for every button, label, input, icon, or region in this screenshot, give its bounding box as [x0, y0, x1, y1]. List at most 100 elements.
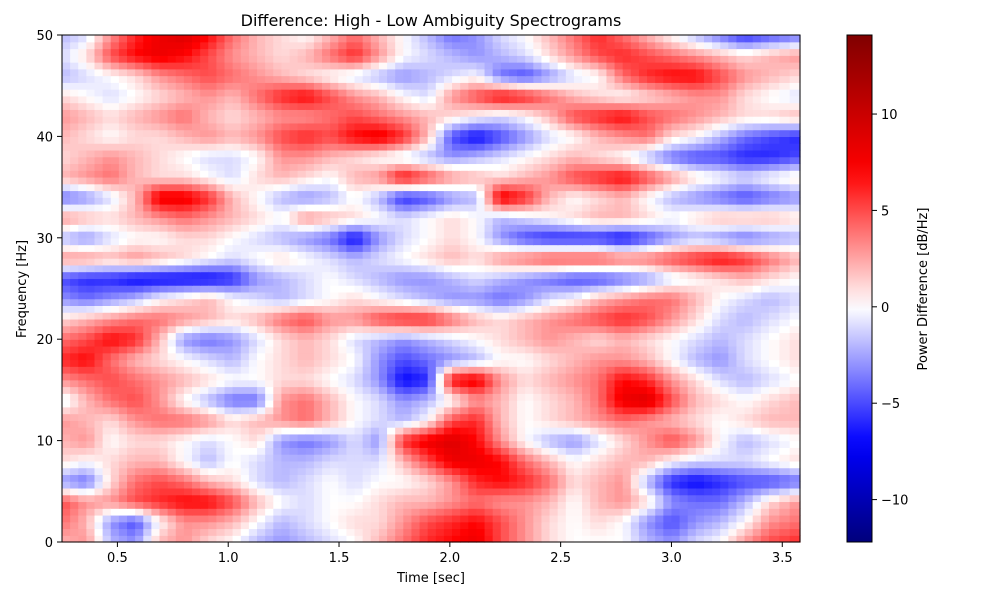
heatmap-cell: [517, 251, 526, 259]
heatmap-cell: [313, 379, 323, 388]
heatmap-cell: [435, 271, 445, 279]
heatmap-cell: [712, 352, 721, 361]
heatmap-cell: [752, 494, 762, 503]
heatmap-cell: [313, 197, 323, 205]
heatmap-cell: [630, 285, 640, 293]
heatmap-cell: [541, 359, 551, 367]
heatmap-cell: [703, 325, 713, 334]
heatmap-cell: [736, 237, 746, 246]
heatmap-cell: [378, 190, 388, 198]
heatmap-cell: [143, 210, 152, 219]
heatmap-cell: [289, 291, 299, 300]
heatmap-cell: [647, 386, 656, 394]
heatmap-cell: [768, 298, 780, 306]
heatmap-cell: [500, 454, 510, 462]
heatmap-cell: [208, 258, 217, 266]
heatmap-cell: [265, 271, 274, 279]
heatmap-cell: [549, 352, 559, 361]
heatmap-cell: [387, 224, 396, 232]
heatmap-cell: [541, 190, 551, 198]
heatmap-cell: [200, 325, 209, 334]
heatmap-cell: [557, 460, 567, 469]
heatmap-cell: [411, 494, 421, 503]
heatmap-cell: [460, 406, 469, 415]
heatmap-cell: [630, 433, 640, 442]
heatmap-cell: [322, 339, 331, 347]
heatmap-cell: [395, 521, 404, 530]
heatmap-cell: [476, 176, 486, 185]
heatmap-cell: [582, 345, 591, 354]
heatmap-cell: [305, 332, 315, 340]
heatmap-cell: [720, 528, 729, 536]
heatmap-cell: [62, 231, 71, 239]
heatmap-cell: [313, 339, 323, 347]
heatmap-cell: [86, 237, 96, 246]
heatmap-cell: [322, 521, 331, 530]
heatmap-cell: [224, 454, 234, 462]
heatmap-cell: [370, 332, 380, 340]
heatmap-cell: [273, 339, 283, 347]
heatmap-cell: [679, 183, 689, 192]
heatmap-cell: [208, 467, 217, 475]
heatmap-cell: [240, 345, 250, 354]
heatmap-cell: [427, 285, 437, 293]
heatmap-cell: [508, 278, 518, 286]
heatmap-cell: [752, 359, 762, 367]
heatmap-cell: [492, 224, 502, 232]
heatmap-cell: [695, 312, 705, 320]
heatmap-cell: [720, 217, 729, 225]
heatmap-cell: [549, 467, 559, 475]
heatmap-cell: [94, 454, 104, 462]
heatmap-cell: [411, 460, 421, 469]
heatmap-cell: [638, 508, 648, 516]
heatmap-cell: [452, 433, 461, 442]
heatmap-cell: [468, 210, 478, 219]
heatmap-cell: [289, 258, 299, 266]
heatmap-cell: [167, 467, 177, 475]
heatmap-cell: [313, 433, 323, 442]
heatmap-cell: [517, 386, 526, 394]
heatmap-cell: [435, 190, 445, 198]
heatmap-cell: [265, 359, 274, 367]
heatmap-cell: [427, 345, 437, 354]
heatmap-cell: [70, 400, 79, 408]
heatmap-cell: [476, 501, 486, 509]
heatmap-cell: [687, 501, 697, 509]
heatmap-cell: [630, 481, 640, 489]
heatmap-cell: [135, 400, 144, 408]
heatmap-cell: [573, 298, 583, 306]
heatmap-cell: [460, 305, 469, 313]
heatmap-cell: [630, 231, 640, 239]
heatmap-cell: [533, 481, 543, 489]
heatmap-cell: [313, 325, 323, 334]
heatmap-cell: [789, 244, 801, 252]
heatmap-cell: [192, 271, 201, 279]
heatmap-cell: [541, 258, 551, 266]
heatmap-cell: [443, 359, 453, 367]
heatmap-cell: [94, 427, 104, 435]
heatmap-cell: [638, 237, 648, 246]
heatmap-cell: [159, 244, 169, 252]
heatmap-cell: [789, 264, 801, 273]
heatmap-cell: [606, 251, 616, 259]
heatmap-cell: [419, 224, 429, 232]
heatmap-cell: [712, 508, 721, 516]
heatmap-cell: [468, 447, 478, 455]
heatmap-cell: [354, 264, 364, 273]
heatmap-cell: [541, 298, 551, 306]
heatmap-cell: [411, 440, 421, 448]
heatmap-cell: [208, 183, 217, 192]
heatmap-cell: [281, 535, 291, 543]
heatmap-cell: [630, 406, 640, 415]
heatmap-cell: [378, 345, 388, 354]
heatmap-cell: [248, 210, 258, 219]
heatmap-cell: [517, 224, 526, 232]
heatmap-cell: [752, 210, 762, 219]
heatmap-cell: [167, 447, 177, 455]
heatmap-cell: [779, 528, 791, 536]
heatmap-cell: [549, 460, 559, 469]
heatmap-cell: [622, 298, 632, 306]
heatmap-cell: [110, 237, 120, 246]
heatmap-cell: [216, 251, 226, 259]
heatmap-cell: [297, 393, 307, 401]
